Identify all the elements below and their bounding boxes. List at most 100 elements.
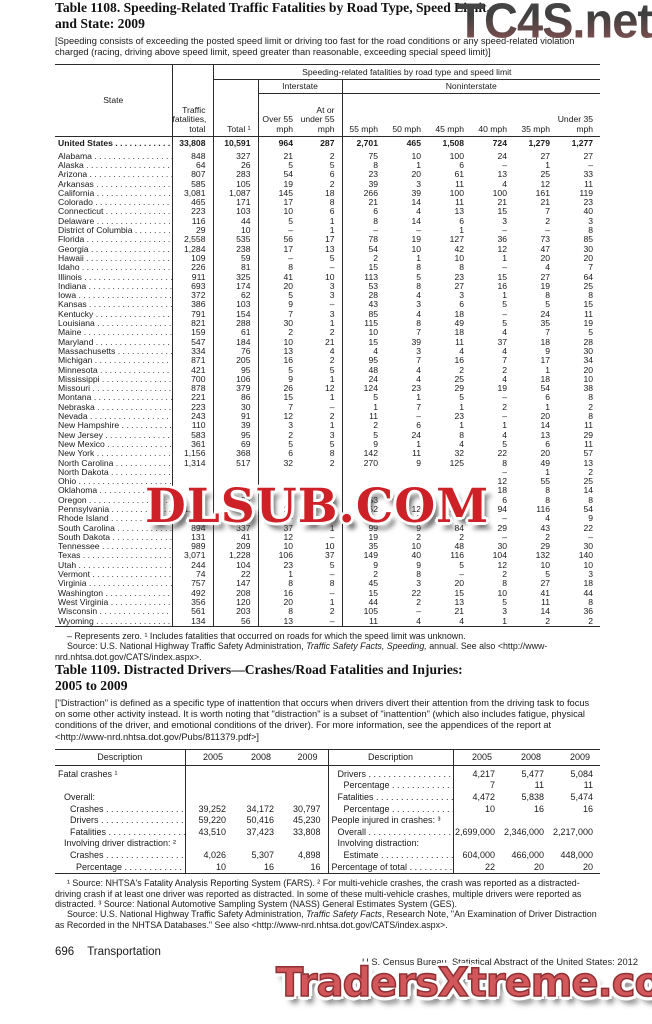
- table-row: New Jersey . . . . . . . . . . . . . . .…: [58, 429, 594, 440]
- table-row: Alabama . . . . . . . . . . . . . . . . …: [58, 150, 594, 161]
- speeding-table-header: State Traffic fatalities, total Speeding…: [55, 64, 601, 137]
- page-number: 696: [55, 946, 75, 959]
- table-row: Virginia . . . . . . . . . . . . . . . .…: [58, 578, 594, 589]
- column-header-total: Total ¹: [212, 79, 258, 137]
- column-header-40mph: 40 mph: [478, 123, 507, 134]
- table-1108-title-line2: and State: 2009: [55, 15, 145, 31]
- table-row: Minnesota . . . . . . . . . . . . . . . …: [58, 364, 594, 375]
- table-row: New York . . . . . . . . . . . . . . . .…: [58, 448, 594, 459]
- table-row: South Dakota . . . . . . . . . . . . . .…: [58, 531, 594, 543]
- distracted-table-body: Fatal crashes ¹ Drivers . . . . . . . . .…: [55, 765, 600, 875]
- table-row: West Virginia . . . . . . . . . . . . . …: [58, 596, 594, 608]
- table-row: Arizona . . . . . . . . . . . . . . . . …: [58, 169, 594, 180]
- table-row: North Carolina . . . . . . . . . . . . .…: [58, 457, 594, 468]
- table-row: Iowa . . . . . . . . . . . . . . . . . .…: [58, 290, 594, 301]
- table-1109-title-line1: Table 1109. Distracted Drivers—Crashes/R…: [55, 662, 463, 678]
- table-row: Nebraska . . . . . . . . . . . . . . . .…: [58, 401, 594, 413]
- column-header-description-left: Description: [55, 748, 186, 766]
- table-row: Montana . . . . . . . . . . . . . . . . …: [58, 392, 594, 403]
- table-row: Georgia . . . . . . . . . . . . . . . . …: [58, 243, 594, 254]
- table-row: Indiana . . . . . . . . . . . . . . . . …: [58, 280, 594, 292]
- table-row: Crashes . . . . . . . . . . . . . . . . …: [55, 850, 600, 862]
- group-header-noninterstate: Noninterstate: [341, 79, 601, 95]
- table-1109-footnote: ¹ Source: NHTSA's Fatality Analysis Repo…: [55, 878, 582, 910]
- table-row: Michigan . . . . . . . . . . . . . . . .…: [58, 355, 594, 366]
- section-name: Transportation: [87, 946, 161, 959]
- table-row: Missouri . . . . . . . . . . . . . . . .…: [58, 383, 594, 394]
- source-text: Source: U.S. National Highway Traffic Sa…: [67, 641, 307, 652]
- column-header-traffic-fatalities: Traffic fatalities, total: [171, 64, 213, 137]
- spanner-header: Speeding-related fatalities by road type…: [212, 64, 601, 81]
- table-row: North Dakota . . . . . . . . . . . . . .…: [58, 466, 594, 478]
- table-row: Delaware . . . . . . . . . . . . . . . .…: [58, 215, 594, 227]
- table-row: Idaho . . . . . . . . . . . . . . . . . …: [58, 262, 594, 273]
- table-1108-note: [Speeding consists of exceeding the post…: [55, 36, 575, 58]
- table-row: Drivers . . . . . . . . . . . . . . . . …: [55, 815, 600, 827]
- table-row: Wyoming . . . . . . . . . . . . . . . . …: [55, 616, 601, 627]
- column-header-description-right: Description: [328, 748, 454, 766]
- table-row: Maryland . . . . . . . . . . . . . . . .…: [58, 336, 594, 347]
- table-row: Rhode Island . . . . . . . . . . . . . .…: [58, 513, 594, 524]
- column-header-2009-right: 2009: [551, 748, 600, 766]
- table-row: Wisconsin . . . . . . . . . . . . . . . …: [58, 606, 594, 617]
- table-row: Connecticut . . . . . . . . . . . . . . …: [58, 206, 594, 217]
- table-row: Fatalities . . . . . . . . . . . . . . .…: [55, 826, 600, 839]
- table-row: New Mexico . . . . . . . . . . . . . . .…: [58, 438, 594, 450]
- table-row: Alaska . . . . . . . . . . . . . . . . .…: [58, 160, 594, 171]
- watermark-tc4s: TC4S.net: [456, 0, 652, 49]
- census-credit-line: U.S. Census Bureau, Statistical Abstract…: [362, 957, 638, 967]
- table-row: District of Columbia . . . . . . . . . .…: [58, 225, 594, 236]
- table-row: United States . . . . . . . . . . . . . …: [55, 136, 601, 152]
- table-row: Illinois . . . . . . . . . . . . . . . .…: [58, 271, 594, 282]
- table-row: Kentucky . . . . . . . . . . . . . . . .…: [58, 308, 594, 320]
- table-row: Louisiana . . . . . . . . . . . . . . . …: [58, 318, 594, 329]
- column-header-2008-left: 2008: [233, 748, 281, 766]
- source-italic-text: Traffic Safety Facts: [306, 909, 382, 920]
- distracted-table-header: Description 2005 2008 2009 Description 2…: [55, 748, 600, 766]
- distracted-drivers-table: Description 2005 2008 2009 Description 2…: [55, 748, 600, 875]
- column-header-under-35mph: Under 35 mph: [557, 114, 594, 134]
- table-1109-source: Source: U.S. National Highway Traffic Sa…: [55, 909, 600, 930]
- table-row: Kansas . . . . . . . . . . . . . . . . .…: [58, 299, 594, 310]
- table-row: Maine . . . . . . . . . . . . . . . . . …: [58, 327, 594, 338]
- watermark-dlsub: DLSUB.COM: [145, 479, 490, 534]
- table-1108-title-line1: Table 1108. Speeding-Related Traffic Fat…: [55, 0, 491, 15]
- page-content: Table 1108. Speeding-Related Traffic Fat…: [55, 0, 601, 958]
- table-row: Massachusetts . . . . . . . . . . . . . …: [58, 345, 594, 357]
- table-row: Vermont . . . . . . . . . . . . . . . . …: [58, 569, 594, 580]
- column-header-2005-left: 2005: [185, 748, 233, 766]
- speeding-table-body: United States . . . . . . . . . . . . . …: [55, 136, 601, 627]
- table-row: South Carolina . . . . . . . . . . . . .…: [58, 522, 594, 533]
- table-1108-footnote: – Represents zero. ¹ Includes fatalities…: [67, 630, 466, 641]
- source-italic-text: Traffic Safety Facts, Speeding,: [306, 641, 427, 652]
- table-1109-title-line2: 2005 to 2009: [55, 677, 128, 693]
- table-row: Nevada . . . . . . . . . . . . . . . . .…: [58, 411, 594, 422]
- column-header-2009-left: 2009: [281, 748, 329, 766]
- table-row: Pennsylvania . . . . . . . . . . . . . .…: [58, 503, 594, 515]
- column-header-45mph: 45 mph: [435, 123, 464, 134]
- column-header-at-or-under-55: At or under 55 mph: [300, 104, 335, 134]
- column-header-over-55: Over 55 mph: [257, 93, 300, 137]
- table-row: Texas . . . . . . . . . . . . . . . . . …: [58, 550, 594, 561]
- column-header-2008-right: 2008: [502, 748, 551, 766]
- table-row: Involving driver distraction: ² Involving…: [55, 838, 600, 851]
- watermark-tradersxtreme: TradersXtreme.com: [275, 959, 652, 1007]
- table-row: Overall: Fatalities . . . . . . . . . . .…: [55, 792, 600, 804]
- table-row: Tennessee . . . . . . . . . . . . . . . …: [58, 541, 594, 552]
- table-row: Utah . . . . . . . . . . . . . . . . . .…: [58, 559, 594, 571]
- table-row: Oklahoma . . . . . . . . . . . . . . . .…: [58, 485, 594, 496]
- table-row: Florida . . . . . . . . . . . . . . . . …: [58, 234, 594, 245]
- column-header-50mph: 50 mph: [392, 123, 421, 134]
- table-1108-title: Table 1108. Speeding-Related Traffic Fat…: [55, 0, 600, 31]
- table-1109-title: Table 1109. Distracted Drivers—Crashes/R…: [55, 662, 600, 693]
- table-row: California . . . . . . . . . . . . . . .…: [58, 187, 594, 199]
- table-row: Fatal crashes ¹ Drivers . . . . . . . . .…: [55, 765, 600, 781]
- source-text: Source: U.S. National Highway Traffic Sa…: [67, 909, 307, 920]
- page-footer: 696 Transportation: [55, 946, 600, 958]
- table-row: Percentage . . . . . . . . . . . . . . .…: [55, 780, 600, 793]
- speeding-fatalities-table: State Traffic fatalities, total Speeding…: [55, 64, 601, 627]
- table-row: Oregon . . . . . . . . . . . . . . . . .…: [58, 494, 594, 505]
- group-header-interstate: Interstate: [257, 79, 342, 95]
- column-header-state: State: [55, 64, 172, 137]
